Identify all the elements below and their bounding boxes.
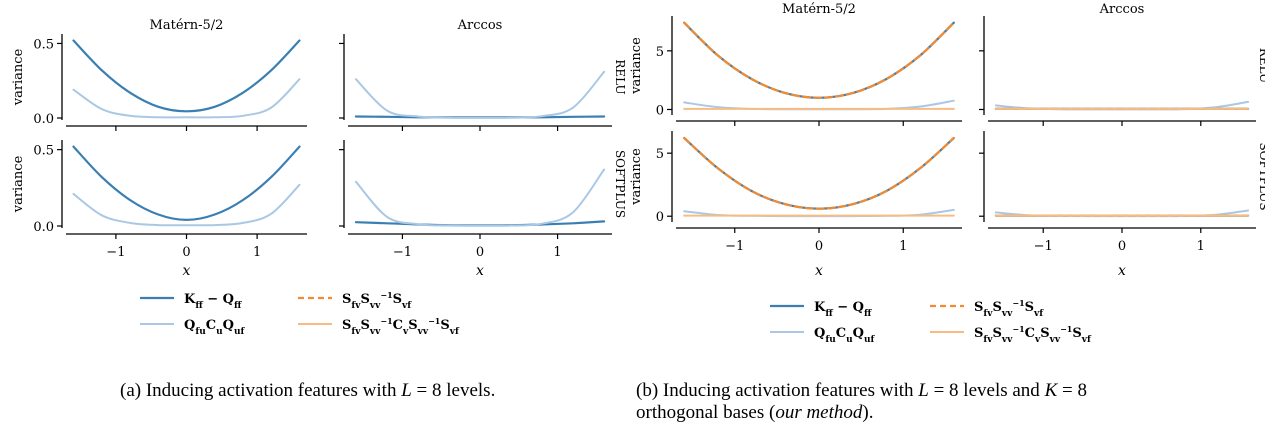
caption-a-label: (a) [120, 380, 142, 401]
y-tick-label: 0.0 [33, 220, 54, 235]
legend: Kff − Qff QfuCuQuf SfvSvv−1Svf SfvSvv−1CvSv… [770, 298, 1092, 345]
x-tick-label: −1 [1034, 239, 1053, 254]
legend-label: SfvSvv−1Svf [342, 290, 412, 311]
caption-b-line2-em: our method [775, 402, 863, 423]
x-tick-label: 0 [476, 245, 484, 260]
y-tick-label: 0 [656, 210, 664, 225]
legend-label: Kff − Qff [184, 292, 242, 311]
legend-label: SfvSvv−1Svf [974, 298, 1044, 319]
x-tick-label: 1 [899, 239, 907, 254]
column-title-arccos: Arccos [1099, 2, 1145, 17]
y-axis-label: variance [629, 37, 644, 95]
subplot-softplus-matern: 0.0 0.5 −1 0 1 variance [11, 140, 307, 260]
series-line [72, 183, 301, 227]
caption-b-eq2: = 8 [1062, 380, 1087, 401]
row-label-softplus: SOFTPLUS [613, 150, 627, 218]
x-tick-label: 0 [182, 245, 190, 260]
x-tick-label: 0 [815, 239, 823, 254]
caption-b-var2: K [1044, 380, 1058, 401]
series-line [72, 145, 301, 222]
caption-b-line2: orthogonal bases ( [636, 402, 776, 423]
legend-label: Kff − Qff [814, 300, 872, 319]
series-line [683, 21, 955, 99]
caption-a: (a) Inducing activation features with L … [120, 380, 495, 402]
caption-b-text: Inducing activation features with [662, 380, 914, 401]
y-tick-label: 0.5 [33, 144, 54, 159]
y-tick-label: 0 [656, 103, 664, 118]
subplot-relu-arccos: RELU [339, 34, 627, 131]
column-title-matern: Matérn-5/2 [150, 18, 224, 33]
caption-a-eq: = 8 levels. [416, 380, 496, 401]
y-axis-label: variance [11, 155, 26, 213]
row-label-softplus: SOFTPLUS [1257, 142, 1265, 210]
subplot-relu-matern: 0.0 0.5 variance [11, 34, 307, 131]
subplot-softplus-arccos: −1 0 1 SOFTPLUS [979, 131, 1265, 254]
x-axis-label: x [815, 263, 823, 279]
x-tick-label: 1 [553, 245, 561, 260]
caption-b-var: L [918, 380, 929, 401]
x-axis-label: x [183, 263, 191, 279]
series-line [354, 168, 606, 227]
y-tick-label: 0.5 [33, 37, 54, 52]
subplot-relu-matern: 0 5 variance [629, 16, 962, 126]
x-axis-label: x [1118, 263, 1126, 279]
x-tick-label: −1 [393, 245, 412, 260]
legend: Kff − Qff QfuCuQuf SfvSvv−1Svf SfvSvv−1CvSv… [140, 290, 460, 337]
y-tick-label: 5 [656, 45, 664, 60]
y-axis-label: variance [11, 48, 26, 106]
row-label-relu: RELU [1257, 48, 1265, 83]
x-tick-label: 1 [253, 245, 261, 260]
series-line [72, 78, 301, 119]
series-line [72, 39, 301, 113]
caption-b-eq: = 8 levels and [933, 380, 1040, 401]
column-title-matern: Matérn-5/2 [782, 2, 856, 17]
panel-b: Matérn-5/2 Arccos 0 5 variance RELU 0 5 −1 0 1 vari… [629, 2, 1265, 345]
caption-a-text: Inducing activation features with [145, 380, 397, 401]
caption-b: (b) Inducing activation features with L … [636, 380, 1261, 424]
legend-label: SfvSvv−1CvSvv−1Svf [974, 324, 1092, 345]
subplot-softplus-arccos: −1 0 1 SOFTPLUS [339, 140, 627, 260]
row-label-relu: RELU [613, 59, 627, 94]
y-tick-label: 0.0 [33, 112, 54, 127]
x-tick-label: 1 [1197, 239, 1205, 254]
x-axis-label: x [476, 263, 484, 279]
legend-label: QfuCuQuf [814, 326, 876, 345]
column-title-arccos: Arccos [457, 18, 503, 33]
subplot-softplus-matern: 0 5 −1 0 1 variance [629, 131, 962, 254]
legend-label: SfvSvv−1CvSvv−1Svf [342, 316, 460, 337]
caption-a-var: L [401, 380, 412, 401]
series-line [354, 70, 606, 119]
panel-a: Matérn-5/2 Arccos 0.0 0.5 variance RELU 0.0 0.5… [11, 18, 627, 337]
y-axis-label: variance [629, 148, 644, 206]
caption-b-line2-end: ). [862, 402, 874, 423]
legend-label: QfuCuQuf [184, 318, 246, 337]
x-tick-label: −1 [725, 239, 744, 254]
x-tick-label: 0 [1118, 239, 1126, 254]
x-tick-label: −1 [106, 245, 125, 260]
caption-b-label: (b) [636, 380, 659, 401]
y-tick-label: 5 [656, 147, 664, 162]
series-line [683, 136, 955, 210]
subplot-relu-arccos: RELU [979, 16, 1265, 126]
